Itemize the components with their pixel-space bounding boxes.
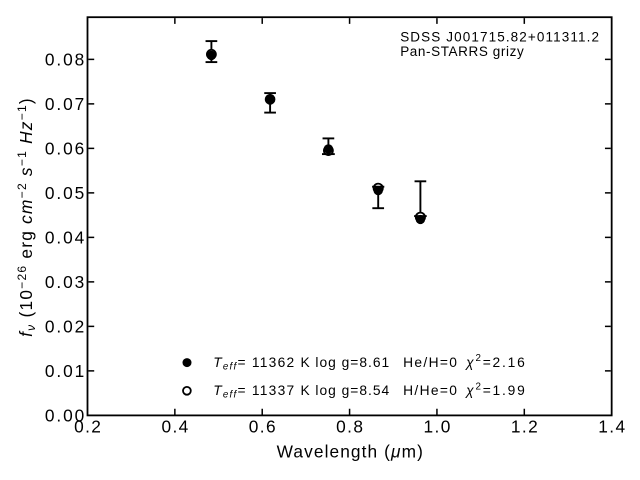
svg-text:0.01: 0.01: [45, 361, 86, 381]
svg-text:Teff= 11337 K: Teff= 11337 K: [213, 383, 311, 401]
svg-text:1.4: 1.4: [598, 417, 626, 437]
svg-text:0.08: 0.08: [45, 50, 86, 70]
svg-text:He/H=0: He/H=0: [403, 355, 458, 370]
svg-text:Pan-STARRS grizy: Pan-STARRS grizy: [400, 44, 524, 59]
svg-text:Teff= 11362 K: Teff= 11362 K: [213, 355, 311, 373]
svg-text:0.03: 0.03: [45, 272, 86, 292]
svg-text:H/He=0: H/He=0: [403, 383, 458, 398]
svg-text:Wavelength (μm): Wavelength (μm): [277, 441, 424, 461]
svg-text:0.4: 0.4: [161, 417, 189, 437]
svg-text:0.8: 0.8: [336, 417, 364, 437]
svg-text:0.00: 0.00: [45, 406, 86, 426]
svg-text:log g=8.61: log g=8.61: [315, 355, 390, 370]
svg-text:1.0: 1.0: [424, 417, 452, 437]
svg-text:0.07: 0.07: [45, 94, 86, 114]
svg-text:log g=8.54: log g=8.54: [315, 383, 390, 398]
svg-text:0.02: 0.02: [45, 317, 86, 337]
svg-text:0.6: 0.6: [249, 417, 277, 437]
svg-text:0.06: 0.06: [45, 139, 86, 159]
svg-text:fν (10−26 erg cm−2 s−1 Hz−1): fν (10−26 erg cm−2 s−1 Hz−1): [15, 97, 38, 337]
svg-text:SDSS J001715.82+011311.2: SDSS J001715.82+011311.2: [400, 29, 600, 44]
svg-text:0.2: 0.2: [74, 417, 102, 437]
svg-text:χ2=1.99: χ2=1.99: [465, 382, 527, 399]
svg-text:0.04: 0.04: [45, 228, 86, 248]
svg-text:0.05: 0.05: [45, 183, 86, 203]
svg-text:1.2: 1.2: [511, 417, 539, 437]
svg-text:χ2=2.16: χ2=2.16: [465, 353, 527, 370]
